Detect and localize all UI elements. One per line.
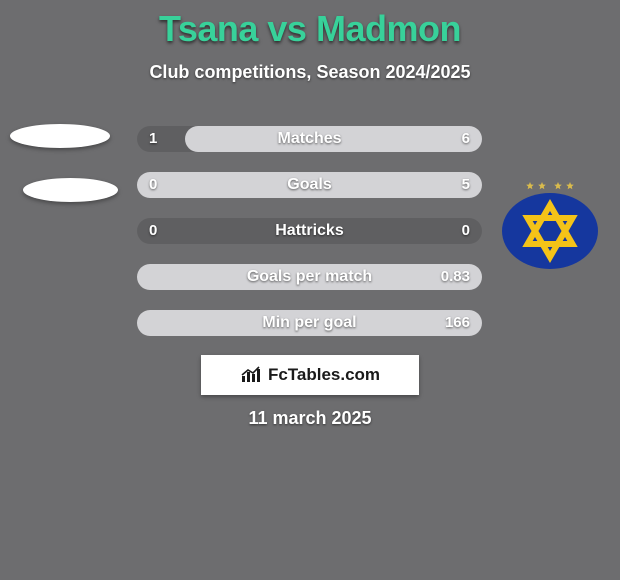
stat-right-value: 6 <box>462 126 470 152</box>
stat-label: Hattricks <box>137 218 482 244</box>
crest-svg <box>500 178 600 273</box>
stat-row: 1Matches6 <box>137 126 482 152</box>
stat-right-value: 5 <box>462 172 470 198</box>
comparison-card: Tsana vs Madmon Club competitions, Seaso… <box>0 0 620 580</box>
stat-row: 0Hattricks0 <box>137 218 482 244</box>
stat-label: Matches <box>137 126 482 152</box>
avatar-ellipse <box>10 124 110 148</box>
subtitle: Club competitions, Season 2024/2025 <box>0 62 620 83</box>
stat-row: Min per goal166 <box>137 310 482 336</box>
stat-row: 0Goals5 <box>137 172 482 198</box>
stat-label: Goals <box>137 172 482 198</box>
stat-right-value: 0.83 <box>441 264 470 290</box>
avatar-ellipse <box>23 178 118 202</box>
brand-chart-icon <box>240 366 262 384</box>
stat-right-value: 0 <box>462 218 470 244</box>
club-crest-right <box>500 178 600 263</box>
stat-row: Goals per match0.83 <box>137 264 482 290</box>
stat-label: Min per goal <box>137 310 482 336</box>
page-title: Tsana vs Madmon <box>0 8 620 50</box>
stat-label: Goals per match <box>137 264 482 290</box>
stat-right-value: 166 <box>445 310 470 336</box>
brand-label: FcTables.com <box>268 365 380 385</box>
date-label: 11 march 2025 <box>0 408 620 429</box>
stats-block: 1Matches60Goals50Hattricks0Goals per mat… <box>137 126 482 356</box>
brand-box: FcTables.com <box>201 355 419 395</box>
